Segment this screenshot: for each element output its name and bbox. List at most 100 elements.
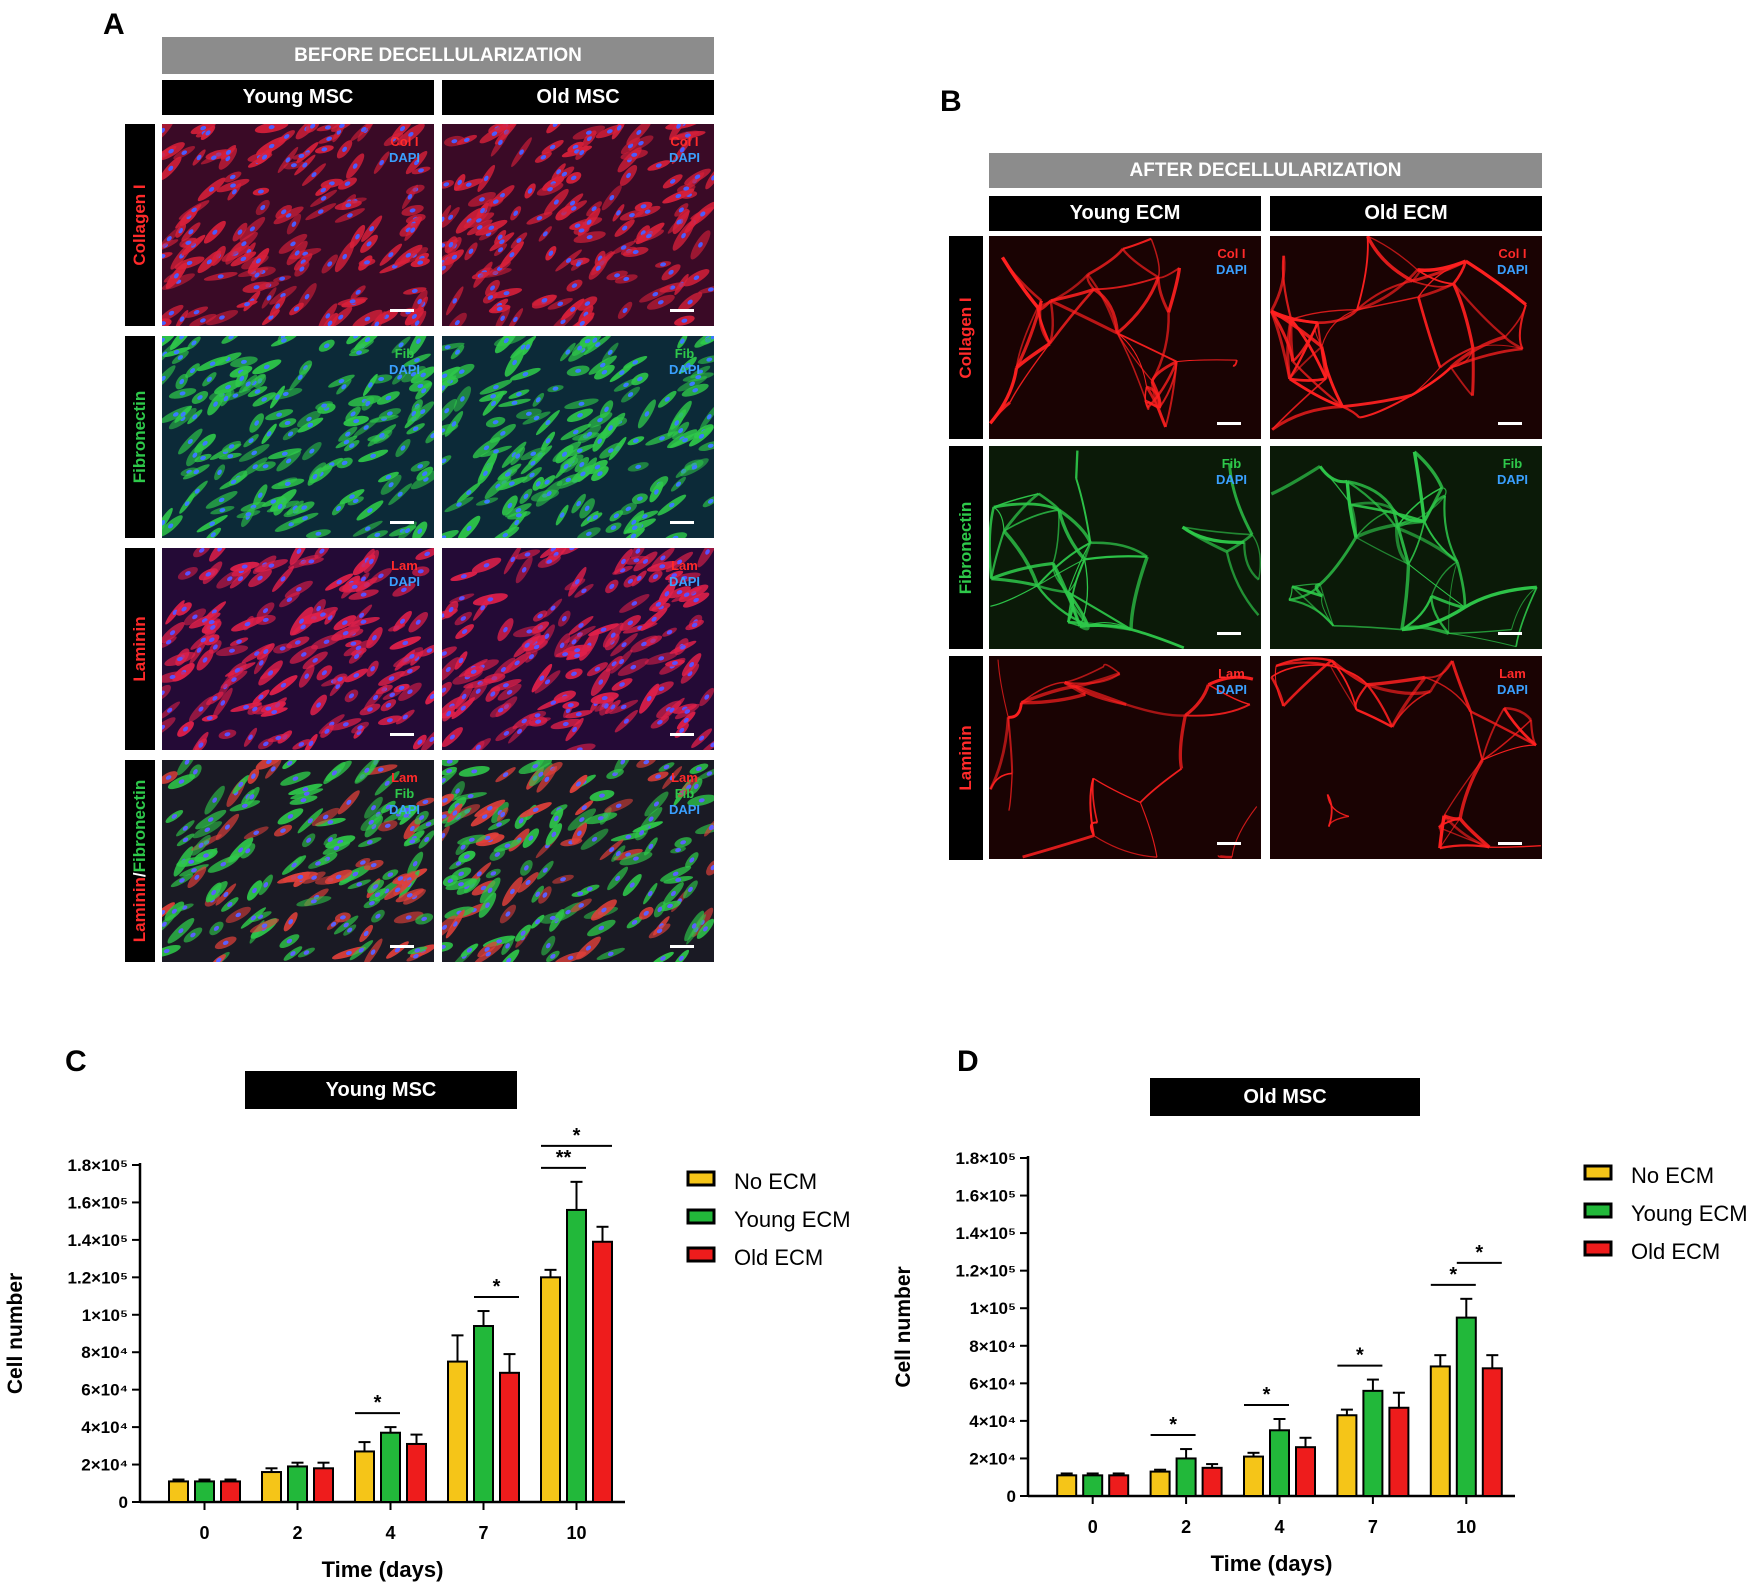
stain-label: Col I	[670, 134, 699, 149]
bar	[354, 1450, 375, 1504]
stain-label: Lam	[1499, 666, 1526, 681]
y-tick-label: 1.4×10⁵	[956, 1224, 1016, 1243]
x-axis-label: Time (days)	[322, 1557, 444, 1582]
stain-label: Fib	[674, 346, 695, 361]
bar	[261, 1471, 282, 1503]
stain-legend: Lam Fib DAPI	[669, 770, 700, 818]
scale-bar	[670, 309, 694, 312]
panel-b-col-old: Old ECM	[1270, 196, 1542, 231]
y-tick-label: 4×10⁴	[969, 1412, 1016, 1431]
stain-label: DAPI	[1496, 472, 1528, 487]
stain-legend: Col I DAPI	[669, 134, 700, 166]
scale-bar	[1498, 422, 1522, 425]
scale-bar	[670, 945, 694, 948]
x-tick-label: 10	[566, 1523, 586, 1543]
panelA-micrograph-r0-c0: Col I DAPI	[162, 124, 434, 326]
x-tick-label: 10	[1456, 1517, 1476, 1537]
scale-bar	[670, 521, 694, 524]
stain-legend: Lam DAPI	[669, 558, 700, 590]
x-tick-label: 2	[292, 1523, 302, 1543]
scale-bar	[1217, 632, 1241, 635]
panel-b-letter: B	[940, 85, 962, 118]
scale-bar	[1217, 422, 1241, 425]
bar	[313, 1467, 334, 1503]
y-tick-label: 2×10⁴	[81, 1456, 128, 1475]
bar	[540, 1276, 561, 1503]
stain-legend: Lam DAPI	[389, 558, 420, 590]
stain-label: Col I	[390, 134, 419, 149]
panel-a-header: BEFORE DECELLULARIZATION	[162, 37, 714, 74]
panel-c-letter: C	[65, 1045, 87, 1078]
bar	[1108, 1474, 1130, 1498]
stain-label: Fib	[394, 786, 415, 801]
legend-swatch	[686, 1170, 716, 1187]
bar	[220, 1480, 241, 1503]
stain-label: DAPI	[1215, 262, 1247, 277]
scale-bar	[390, 309, 414, 312]
panel-b-col-young: Young ECM	[989, 196, 1261, 231]
stain-legend: Fib DAPI	[1497, 456, 1528, 488]
bar	[1429, 1365, 1451, 1497]
y-tick-label: 6×10⁴	[81, 1381, 128, 1400]
panelA-micrograph-r2-c0: Lam DAPI	[162, 548, 434, 750]
significance-label: *	[1449, 1264, 1457, 1286]
panelA-micrograph-r2-c1: Lam DAPI	[442, 548, 714, 750]
significance-label: **	[556, 1147, 572, 1169]
scale-bar	[670, 733, 694, 736]
bar	[1201, 1466, 1223, 1498]
panel-a-row-label-laminin: Laminin	[125, 548, 155, 750]
x-tick-label: 4	[385, 1523, 395, 1543]
bar	[1388, 1406, 1410, 1497]
y-tick-label: 1.2×10⁵	[956, 1262, 1016, 1281]
y-tick-label: 1.2×10⁵	[68, 1268, 128, 1287]
stain-label: DAPI	[388, 574, 420, 589]
panelB-micrograph-r0-c0: Col I DAPI	[989, 236, 1261, 439]
significance-label: *	[1263, 1384, 1271, 1406]
panel-b-header: AFTER DECELLULARIZATION	[989, 153, 1542, 188]
panel-b-row-label-fibronectin: Fibronectin	[949, 446, 983, 649]
stain-label: DAPI	[1496, 682, 1528, 697]
y-tick-label: 2×10⁴	[969, 1449, 1016, 1468]
stain-legend: Col I DAPI	[1216, 246, 1247, 278]
bar	[287, 1465, 308, 1503]
legend-swatch	[1583, 1202, 1613, 1219]
stain-label: DAPI	[388, 150, 420, 165]
x-tick-label: 7	[478, 1523, 488, 1543]
bar	[1336, 1414, 1358, 1497]
panelB-micrograph-r2-c1: Lam DAPI	[1270, 656, 1542, 859]
y-tick-label: 1.6×10⁵	[68, 1193, 128, 1212]
stain-legend: Lam DAPI	[1497, 666, 1528, 698]
panel-b-row-label-collagen: Collagen I	[949, 236, 983, 439]
bar	[380, 1431, 401, 1504]
y-axis-label: Cell number	[892, 1266, 915, 1387]
x-tick-label: 7	[1368, 1517, 1378, 1537]
legend-label: No ECM	[734, 1169, 817, 1194]
panelA-micrograph-r1-c1: Fib DAPI	[442, 336, 714, 538]
stain-label: Col I	[1498, 246, 1527, 261]
panelB-micrograph-r2-c0: Lam DAPI	[989, 656, 1261, 859]
legend-label: Old ECM	[734, 1245, 823, 1270]
bar	[1082, 1474, 1104, 1498]
panelB-micrograph-r1-c0: Fib DAPI	[989, 446, 1261, 649]
bar	[406, 1442, 427, 1504]
y-tick-label: 1×10⁵	[82, 1306, 128, 1325]
stain-legend: Fib DAPI	[389, 346, 420, 378]
stain-label: Col I	[1217, 246, 1246, 261]
scale-bar	[390, 733, 414, 736]
y-tick-label: 1×10⁵	[970, 1299, 1016, 1318]
bar	[566, 1208, 587, 1504]
chart-d: 0 2×10⁴ 4×10⁴ 6×10⁴ 8×10⁴ 1×10⁵ 1.2×10⁵ 1.4×10⁵…	[892, 1149, 1748, 1576]
stain-label: DAPI	[1215, 472, 1247, 487]
significance-label: *	[1356, 1345, 1364, 1367]
stain-label: Fib	[1221, 456, 1242, 471]
bar	[1269, 1429, 1290, 1497]
stain-label: DAPI	[668, 574, 700, 589]
y-tick-label: 1.8×10⁵	[68, 1156, 128, 1175]
stain-legend: Lam Fib DAPI	[389, 770, 420, 818]
legend-label: Young ECM	[734, 1207, 851, 1232]
stain-label: Lam	[1218, 666, 1245, 681]
x-axis-label: Time (days)	[1211, 1551, 1333, 1576]
y-tick-label: 4×10⁴	[81, 1418, 128, 1437]
scale-bar	[1498, 842, 1522, 845]
y-tick-label: 1.4×10⁵	[68, 1231, 128, 1250]
